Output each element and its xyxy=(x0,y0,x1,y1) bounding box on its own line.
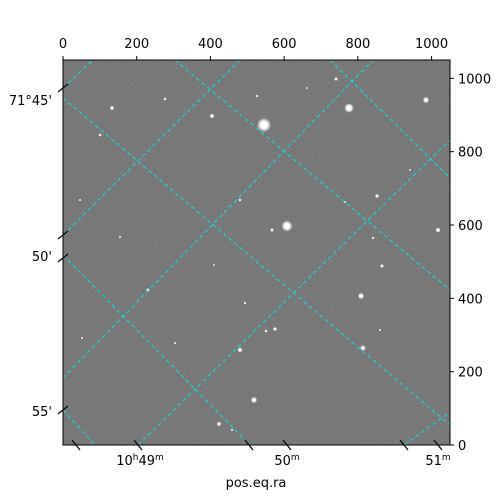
star-core xyxy=(256,95,258,97)
star-core xyxy=(284,223,290,229)
dec-tick-label: 71°45' xyxy=(9,94,52,109)
ra-tick xyxy=(433,439,443,451)
star-core xyxy=(346,105,352,111)
sky-image xyxy=(63,60,450,445)
star-core xyxy=(81,337,83,339)
ra-tick-label: 50m xyxy=(274,453,299,469)
star-core xyxy=(252,398,256,402)
star-core xyxy=(409,169,411,171)
grid-line xyxy=(137,139,450,445)
star-core xyxy=(436,228,440,232)
ra-tick-label: 51m xyxy=(425,453,450,469)
dec-tick-label: 50' xyxy=(32,250,52,265)
star-core xyxy=(210,114,214,118)
right-tick-label: 800 xyxy=(458,146,483,161)
star-core xyxy=(359,294,363,298)
right-tick-label: 400 xyxy=(458,292,483,307)
right-tick-label: 200 xyxy=(458,366,483,381)
ra-axis-bottom: 10h49m 50m 51m xyxy=(71,439,451,469)
star-core xyxy=(274,328,276,330)
star-core xyxy=(119,236,121,238)
star-core xyxy=(361,346,365,350)
star-core xyxy=(424,98,428,102)
ra-tick xyxy=(244,439,254,451)
star-core xyxy=(99,134,101,136)
star-core xyxy=(372,237,374,239)
top-tick-label: 800 xyxy=(345,37,370,52)
grid-line xyxy=(63,97,450,426)
dec-tick xyxy=(57,253,69,263)
top-tick-label: 1000 xyxy=(415,37,448,52)
dec-tick xyxy=(57,230,69,240)
star-core xyxy=(335,78,337,80)
star-core xyxy=(306,87,308,89)
grid-line xyxy=(63,409,96,445)
star-core xyxy=(79,199,81,201)
star-core xyxy=(271,229,273,231)
star-core xyxy=(111,107,113,109)
ra-tick xyxy=(399,439,409,451)
top-tick-label: 400 xyxy=(198,37,223,52)
ra-tick xyxy=(282,439,292,451)
star-core xyxy=(379,329,381,331)
star-field xyxy=(78,77,441,432)
star-core xyxy=(238,348,242,352)
right-tick-label: 600 xyxy=(458,219,483,234)
star-core xyxy=(239,199,241,201)
right-tick-label: 1000 xyxy=(458,72,491,87)
star-core xyxy=(381,265,383,267)
dec-axis-left: 71°45' 50' 55' xyxy=(9,83,69,420)
star-core xyxy=(260,121,268,129)
right-tick-label: 0 xyxy=(458,439,466,454)
dec-tick xyxy=(57,83,69,93)
ra-tick xyxy=(133,439,143,451)
grid-line xyxy=(63,254,251,445)
star-core xyxy=(217,422,221,426)
pixel-axis-top: 0 200 400 600 800 1000 xyxy=(59,37,448,60)
plot-frame xyxy=(62,59,451,446)
top-tick-label: 200 xyxy=(124,37,149,52)
top-tick-label: 600 xyxy=(272,37,297,52)
top-tick-label: 0 xyxy=(59,37,67,52)
grid-line xyxy=(174,60,450,291)
star-core xyxy=(164,98,166,100)
dec-tick xyxy=(57,405,69,415)
star-core xyxy=(231,429,233,431)
ra-tick-label: 10h49m xyxy=(116,453,164,469)
star-core xyxy=(174,342,176,344)
ra-tick xyxy=(71,439,81,451)
grid-line xyxy=(329,60,450,179)
star-core xyxy=(213,264,215,266)
x-axis-label: pos.eq.ra xyxy=(226,476,287,491)
pixel-axis-right: 0 200 400 600 800 1000 xyxy=(450,72,491,454)
coordinate-grid xyxy=(63,60,450,445)
star-core xyxy=(265,330,267,332)
star-core xyxy=(344,201,346,203)
star-core xyxy=(244,302,246,304)
star-core xyxy=(376,195,378,197)
dec-tick-label: 55' xyxy=(32,405,52,420)
grid-line xyxy=(403,411,450,445)
